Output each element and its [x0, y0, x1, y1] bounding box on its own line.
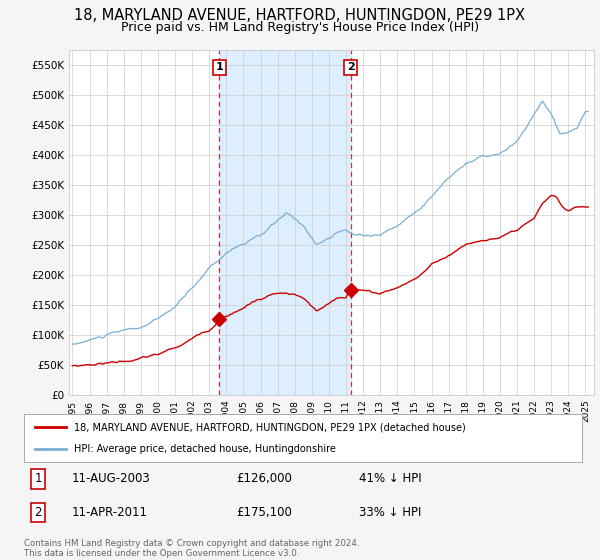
Bar: [220, 50, 350, 395]
Text: 41% ↓ HPI: 41% ↓ HPI: [359, 472, 421, 486]
Text: 11-APR-2011: 11-APR-2011: [71, 506, 148, 519]
Text: £126,000: £126,000: [236, 472, 292, 486]
Text: HPI: Average price, detached house, Huntingdonshire: HPI: Average price, detached house, Hunt…: [74, 444, 336, 454]
Text: 18, MARYLAND AVENUE, HARTFORD, HUNTINGDON, PE29 1PX (detached house): 18, MARYLAND AVENUE, HARTFORD, HUNTINGDO…: [74, 422, 466, 432]
Text: Contains HM Land Registry data © Crown copyright and database right 2024.
This d: Contains HM Land Registry data © Crown c…: [24, 539, 359, 558]
Text: Price paid vs. HM Land Registry's House Price Index (HPI): Price paid vs. HM Land Registry's House …: [121, 21, 479, 34]
Text: 33% ↓ HPI: 33% ↓ HPI: [359, 506, 421, 519]
Text: 18, MARYLAND AVENUE, HARTFORD, HUNTINGDON, PE29 1PX: 18, MARYLAND AVENUE, HARTFORD, HUNTINGDO…: [74, 8, 526, 24]
Text: £175,100: £175,100: [236, 506, 292, 519]
Text: 11-AUG-2003: 11-AUG-2003: [71, 472, 150, 486]
Text: 2: 2: [34, 506, 42, 519]
Text: 1: 1: [34, 472, 42, 486]
Text: 2: 2: [347, 63, 355, 72]
Text: 1: 1: [215, 63, 223, 72]
